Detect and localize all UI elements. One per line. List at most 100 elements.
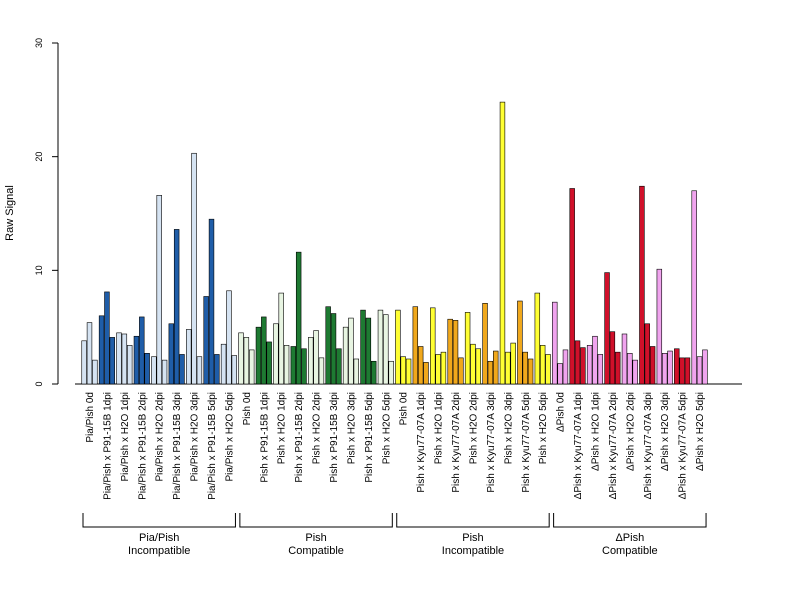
bar [470, 343, 476, 385]
x-tick-label: ΔPish x Kyu77-07A 1dpi [573, 392, 584, 499]
bar [412, 306, 419, 385]
group-bracket [82, 513, 236, 528]
bar [487, 360, 494, 385]
x-tick-label: ΔPish 0d [556, 392, 567, 432]
bar [667, 350, 673, 385]
bar [458, 357, 464, 385]
bar [318, 357, 325, 385]
bar [656, 268, 663, 385]
bar [592, 335, 598, 385]
y-tick-label: 10 [34, 265, 44, 275]
x-tick-label: Pish 0d [399, 392, 410, 425]
bar [243, 337, 250, 385]
x-tick-label: Pia/Pish x P91-15B 2dpi [137, 392, 148, 500]
x-tick-label: Pish x Kyu77-07A 1dpi [416, 392, 427, 493]
x-tick-label: Pish x H2O 1dpi [434, 392, 445, 464]
group-label: Pish [305, 532, 326, 544]
x-tick-label: Pish x H2O 3dpi [503, 392, 514, 464]
bar [534, 292, 541, 385]
bar [365, 317, 372, 385]
x-tick-label: Pish x H2O 1dpi [277, 392, 288, 464]
bar [621, 333, 628, 385]
bar [644, 323, 650, 385]
bar [597, 354, 604, 385]
bar [196, 356, 203, 385]
bar [283, 345, 290, 385]
bar [482, 302, 488, 385]
bar [238, 332, 244, 385]
bar [139, 316, 145, 385]
bar [639, 185, 645, 385]
bar [632, 359, 638, 385]
x-tick-label: Pia/Pish x H2O 5dpi [224, 392, 235, 482]
bar [231, 355, 237, 385]
bar [377, 309, 384, 385]
x-tick-label: Pish x P91-15B 1dpi [259, 392, 270, 483]
x-tick-label: Pish x P91-15B 5dpi [364, 392, 375, 483]
bar [109, 337, 115, 385]
bar [266, 341, 272, 385]
bar [313, 330, 319, 385]
x-tick-label: Pia/Pish x H2O 3dpi [190, 392, 201, 482]
bar [220, 343, 227, 385]
y-ticks: 0 10 20 30 [34, 38, 58, 387]
bar [336, 348, 342, 385]
group-sublabel: Incompatible [442, 545, 504, 557]
bar [388, 360, 394, 385]
bar [186, 329, 192, 385]
bar [208, 218, 215, 385]
bars [81, 101, 708, 385]
bar [499, 101, 506, 385]
group-label: Pish [462, 532, 483, 544]
group-label: Pia/Pish [139, 532, 179, 544]
bar [475, 348, 482, 385]
bar [510, 342, 516, 385]
bar [527, 358, 534, 385]
bar [674, 348, 680, 385]
bar [400, 356, 406, 385]
bar [696, 356, 703, 385]
bar [405, 358, 412, 385]
bar [574, 340, 581, 385]
bar [684, 357, 691, 385]
bar [649, 346, 656, 385]
bar [661, 353, 668, 385]
bar [161, 359, 168, 385]
group-sublabel: Compatible [602, 545, 658, 557]
bar [133, 335, 140, 385]
bar [342, 326, 349, 385]
bar [156, 195, 162, 385]
bar [226, 290, 232, 385]
x-tick-label: ΔPish x H2O 5dpi [695, 392, 706, 471]
x-tick-label: ΔPish x H2O 3dpi [660, 392, 671, 471]
bar [92, 359, 98, 385]
x-tick-label: ΔPish x Kyu77-07A 5dpi [678, 392, 689, 499]
x-tick-label: Pish x Kyu77-07A 3dpi [486, 392, 497, 493]
bar [325, 306, 331, 385]
bar [308, 337, 314, 385]
bar [383, 314, 389, 385]
bar [290, 346, 297, 385]
bar [522, 351, 528, 385]
bar [360, 309, 366, 385]
group-label: ΔPish [615, 532, 644, 544]
x-tick-label: Pish x Kyu77-07A 2dpi [451, 392, 462, 493]
group-sublabel: Incompatible [128, 545, 190, 557]
bar [179, 354, 185, 385]
bar [615, 351, 621, 385]
bar [278, 292, 284, 385]
x-tick-label: Pish 0d [242, 392, 253, 425]
bar [440, 351, 447, 385]
x-tick-label: Pia/Pish x H2O 1dpi [120, 392, 131, 482]
x-tick-label: ΔPish x H2O 2dpi [625, 392, 636, 471]
bar [191, 152, 197, 385]
x-tick-label: Pish x H2O 2dpi [468, 392, 479, 464]
bar [604, 272, 610, 385]
bar [203, 296, 209, 385]
bar [395, 309, 401, 385]
bar [691, 190, 697, 385]
bar [679, 357, 685, 385]
x-tick-label: Pish x H2O 5dpi [538, 392, 549, 464]
x-tick-labels: Pia/Pish 0d Pia/Pish x P91-15B 1dpi Pia/Pi… [85, 392, 706, 500]
x-tick-label: ΔPish x Kyu77-07A 2dpi [608, 392, 619, 499]
